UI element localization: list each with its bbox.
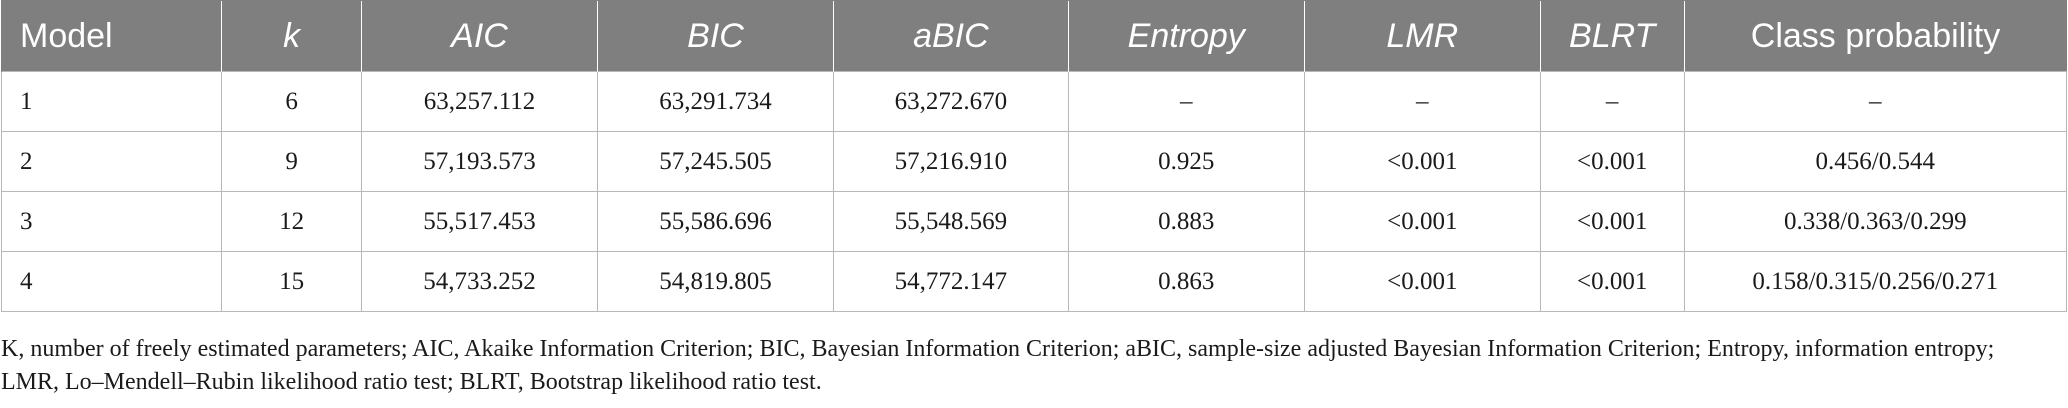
cell-blrt: <0.001: [1539, 191, 1685, 252]
cell-bic: 55,586.696: [596, 191, 835, 252]
cell-abic: 57,216.910: [833, 131, 1069, 192]
table-row: 1 6 63,257.112 63,291.734 63,272.670 – –…: [0, 71, 2068, 132]
cell-k: 12: [221, 191, 362, 252]
col-header-abic: aBIC: [833, 0, 1069, 72]
col-header-class-probability: Class probability: [1683, 0, 2067, 72]
cell-bic: 63,291.734: [596, 71, 835, 132]
table-container: Model k AIC BIC aBIC Entropy LMR BLRT Cl…: [0, 0, 2068, 312]
col-header-k: k: [221, 0, 362, 72]
cell-blrt: <0.001: [1539, 131, 1685, 192]
col-header-blrt: BLRT: [1539, 0, 1685, 72]
col-header-lmr: LMR: [1303, 0, 1541, 72]
cell-class-probability: –: [1683, 71, 2068, 132]
cell-model: 4: [0, 251, 223, 312]
cell-bic: 57,245.505: [596, 131, 835, 192]
cell-aic: 57,193.573: [360, 131, 599, 192]
table-body: 1 6 63,257.112 63,291.734 63,272.670 – –…: [0, 71, 2068, 312]
cell-entropy: 0.925: [1067, 131, 1305, 192]
cell-entropy: 0.863: [1067, 251, 1305, 312]
cell-entropy: 0.883: [1067, 191, 1305, 252]
cell-abic: 63,272.670: [833, 71, 1069, 132]
cell-abic: 54,772.147: [833, 251, 1069, 312]
cell-aic: 63,257.112: [360, 71, 599, 132]
cell-lmr: –: [1303, 71, 1541, 132]
cell-blrt: <0.001: [1539, 251, 1685, 312]
col-header-entropy: Entropy: [1067, 0, 1305, 72]
cell-entropy: –: [1067, 71, 1305, 132]
cell-aic: 55,517.453: [360, 191, 599, 252]
model-fit-table: Model k AIC BIC aBIC Entropy LMR BLRT Cl…: [0, 0, 2068, 312]
cell-aic: 54,733.252: [360, 251, 599, 312]
cell-bic: 54,819.805: [596, 251, 835, 312]
cell-k: 6: [221, 71, 362, 132]
cell-class-probability: 0.456/0.544: [1683, 131, 2068, 192]
col-header-aic: AIC: [360, 0, 598, 72]
table-row: 4 15 54,733.252 54,819.805 54,772.147 0.…: [0, 251, 2068, 312]
cell-lmr: <0.001: [1303, 131, 1541, 192]
cell-model: 1: [0, 71, 223, 132]
cell-class-probability: 0.158/0.315/0.256/0.271: [1683, 251, 2068, 312]
table-row: 2 9 57,193.573 57,245.505 57,216.910 0.9…: [0, 131, 2068, 192]
cell-lmr: <0.001: [1303, 191, 1541, 252]
cell-k: 15: [221, 251, 362, 312]
header-row: Model k AIC BIC aBIC Entropy LMR BLRT Cl…: [0, 0, 2067, 72]
cell-lmr: <0.001: [1303, 251, 1541, 312]
cell-abic: 55,548.569: [833, 191, 1069, 252]
table-header: Model k AIC BIC aBIC Entropy LMR BLRT Cl…: [0, 0, 2067, 72]
cell-class-probability: 0.338/0.363/0.299: [1683, 191, 2068, 252]
cell-k: 9: [221, 131, 362, 192]
cell-model: 3: [0, 191, 223, 252]
col-header-model: Model: [0, 0, 222, 72]
col-header-bic: BIC: [596, 0, 834, 72]
cell-blrt: –: [1539, 71, 1685, 132]
table-footnote: K, number of freely estimated parameters…: [1, 336, 1995, 395]
cell-model: 2: [0, 131, 223, 192]
table-row: 3 12 55,517.453 55,586.696 55,548.569 0.…: [0, 191, 2068, 252]
